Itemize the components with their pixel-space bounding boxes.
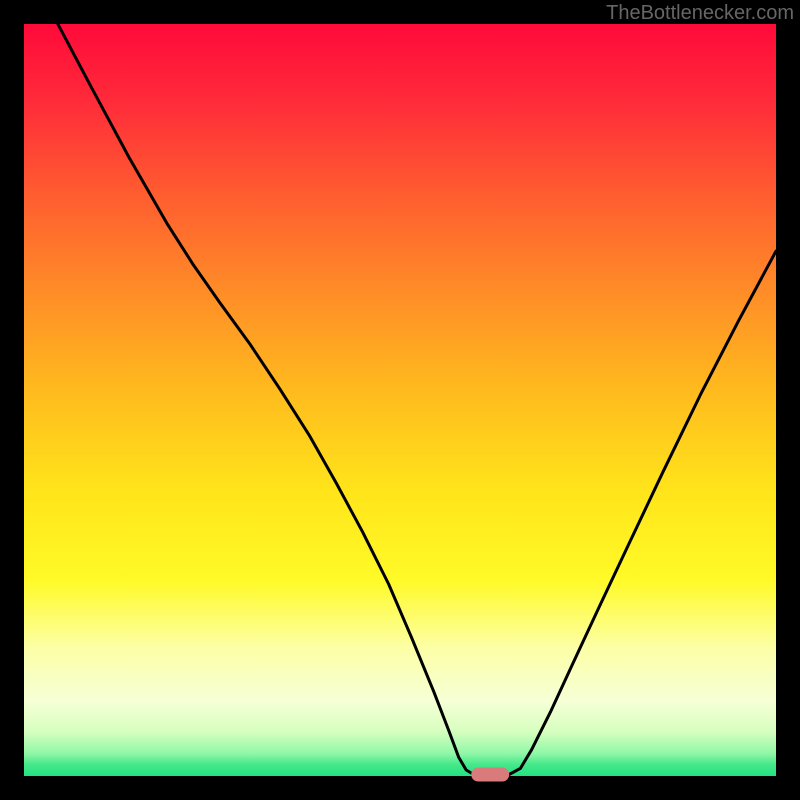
- chart-background-gradient: [24, 24, 776, 776]
- chart-container: TheBottlenecker.com: [0, 0, 800, 800]
- gradient-v-curve-chart: [0, 0, 800, 800]
- watermark-text: TheBottlenecker.com: [606, 2, 794, 25]
- optimal-point-marker: [471, 768, 509, 782]
